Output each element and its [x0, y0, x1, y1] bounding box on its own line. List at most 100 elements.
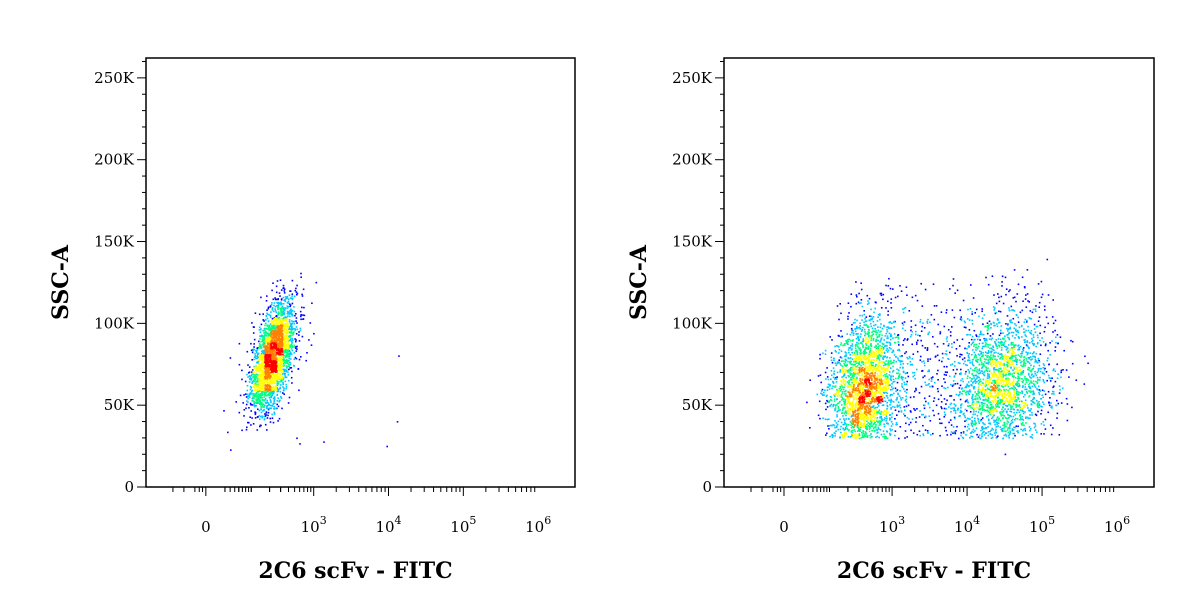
data-point — [252, 382, 254, 384]
data-point — [989, 431, 991, 433]
data-point — [959, 356, 961, 358]
data-point — [1022, 372, 1024, 374]
data-point — [915, 388, 917, 390]
data-point — [1027, 340, 1029, 342]
data-point — [985, 277, 987, 279]
data-point — [1072, 341, 1074, 343]
data-point — [1009, 320, 1011, 322]
data-point — [291, 320, 293, 322]
data-point — [916, 408, 918, 410]
data-point — [1013, 429, 1015, 431]
data-point — [1036, 353, 1038, 355]
data-point — [908, 418, 910, 420]
data-point — [253, 346, 255, 348]
data-point — [1017, 317, 1019, 319]
data-point — [904, 338, 906, 340]
data-point — [941, 408, 943, 410]
data-point — [255, 417, 257, 419]
data-point — [264, 418, 266, 420]
data-point — [266, 348, 268, 350]
data-point — [887, 311, 889, 313]
data-point — [1024, 341, 1026, 343]
data-point — [1020, 409, 1022, 411]
data-point — [989, 348, 991, 350]
data-point — [299, 359, 301, 361]
x-tick-exponent: 4 — [395, 514, 402, 527]
data-point — [933, 400, 935, 402]
data-point — [973, 386, 975, 388]
data-point — [280, 384, 282, 386]
data-point — [1027, 326, 1029, 328]
data-point — [927, 349, 929, 351]
x-tick-exponent: 3 — [320, 514, 327, 527]
data-point — [846, 340, 848, 342]
data-point — [856, 351, 858, 353]
data-point — [847, 343, 849, 345]
data-point — [881, 418, 883, 420]
data-point — [954, 431, 956, 433]
data-point — [876, 428, 878, 430]
data-point — [873, 312, 875, 314]
data-point — [386, 446, 388, 448]
data-point — [942, 353, 944, 355]
data-point — [880, 323, 882, 325]
data-point — [889, 404, 891, 406]
data-point — [945, 388, 947, 390]
x-tick-label: 0 — [201, 518, 211, 536]
data-point — [1004, 403, 1006, 405]
data-point — [1031, 382, 1033, 384]
data-point — [276, 377, 278, 379]
data-point — [1038, 392, 1040, 394]
data-point — [952, 363, 954, 365]
data-point — [969, 329, 971, 331]
x-tick-label: 103 — [301, 514, 327, 536]
data-point — [886, 350, 888, 352]
data-point — [1016, 394, 1018, 396]
data-point — [842, 415, 844, 417]
data-point — [996, 312, 998, 314]
data-point — [906, 294, 908, 296]
data-point — [838, 421, 840, 423]
data-point — [821, 390, 823, 392]
data-point — [279, 333, 281, 335]
data-point — [995, 352, 997, 354]
data-point — [891, 323, 893, 325]
data-point — [1050, 354, 1052, 356]
data-point — [835, 408, 837, 410]
data-point — [1052, 316, 1054, 318]
data-point — [936, 373, 938, 375]
data-point — [967, 334, 969, 336]
data-point — [980, 379, 982, 381]
data-point — [965, 364, 967, 366]
data-point — [300, 316, 302, 318]
data-point — [833, 404, 835, 406]
data-point — [256, 400, 258, 402]
data-point — [260, 416, 262, 418]
data-point — [828, 386, 830, 388]
data-point — [247, 398, 249, 400]
data-point — [1035, 414, 1037, 416]
data-point — [1031, 374, 1033, 376]
data-point — [968, 346, 970, 348]
data-point — [994, 341, 996, 343]
data-point — [974, 330, 976, 332]
data-point — [260, 331, 262, 333]
data-point — [255, 312, 257, 314]
data-point — [1059, 385, 1061, 387]
data-point — [967, 318, 969, 320]
data-point — [1023, 413, 1025, 415]
data-point — [953, 410, 955, 412]
data-point — [906, 406, 908, 408]
data-point — [1017, 332, 1019, 334]
data-point — [983, 379, 985, 381]
data-point — [1033, 383, 1035, 385]
data-point — [825, 434, 827, 436]
data-point — [904, 391, 906, 393]
data-point — [987, 344, 989, 346]
data-point — [1029, 317, 1031, 319]
data-point — [822, 389, 824, 391]
data-point — [855, 281, 857, 283]
data-point — [276, 330, 278, 332]
data-point — [268, 321, 270, 323]
data-point — [245, 381, 247, 383]
